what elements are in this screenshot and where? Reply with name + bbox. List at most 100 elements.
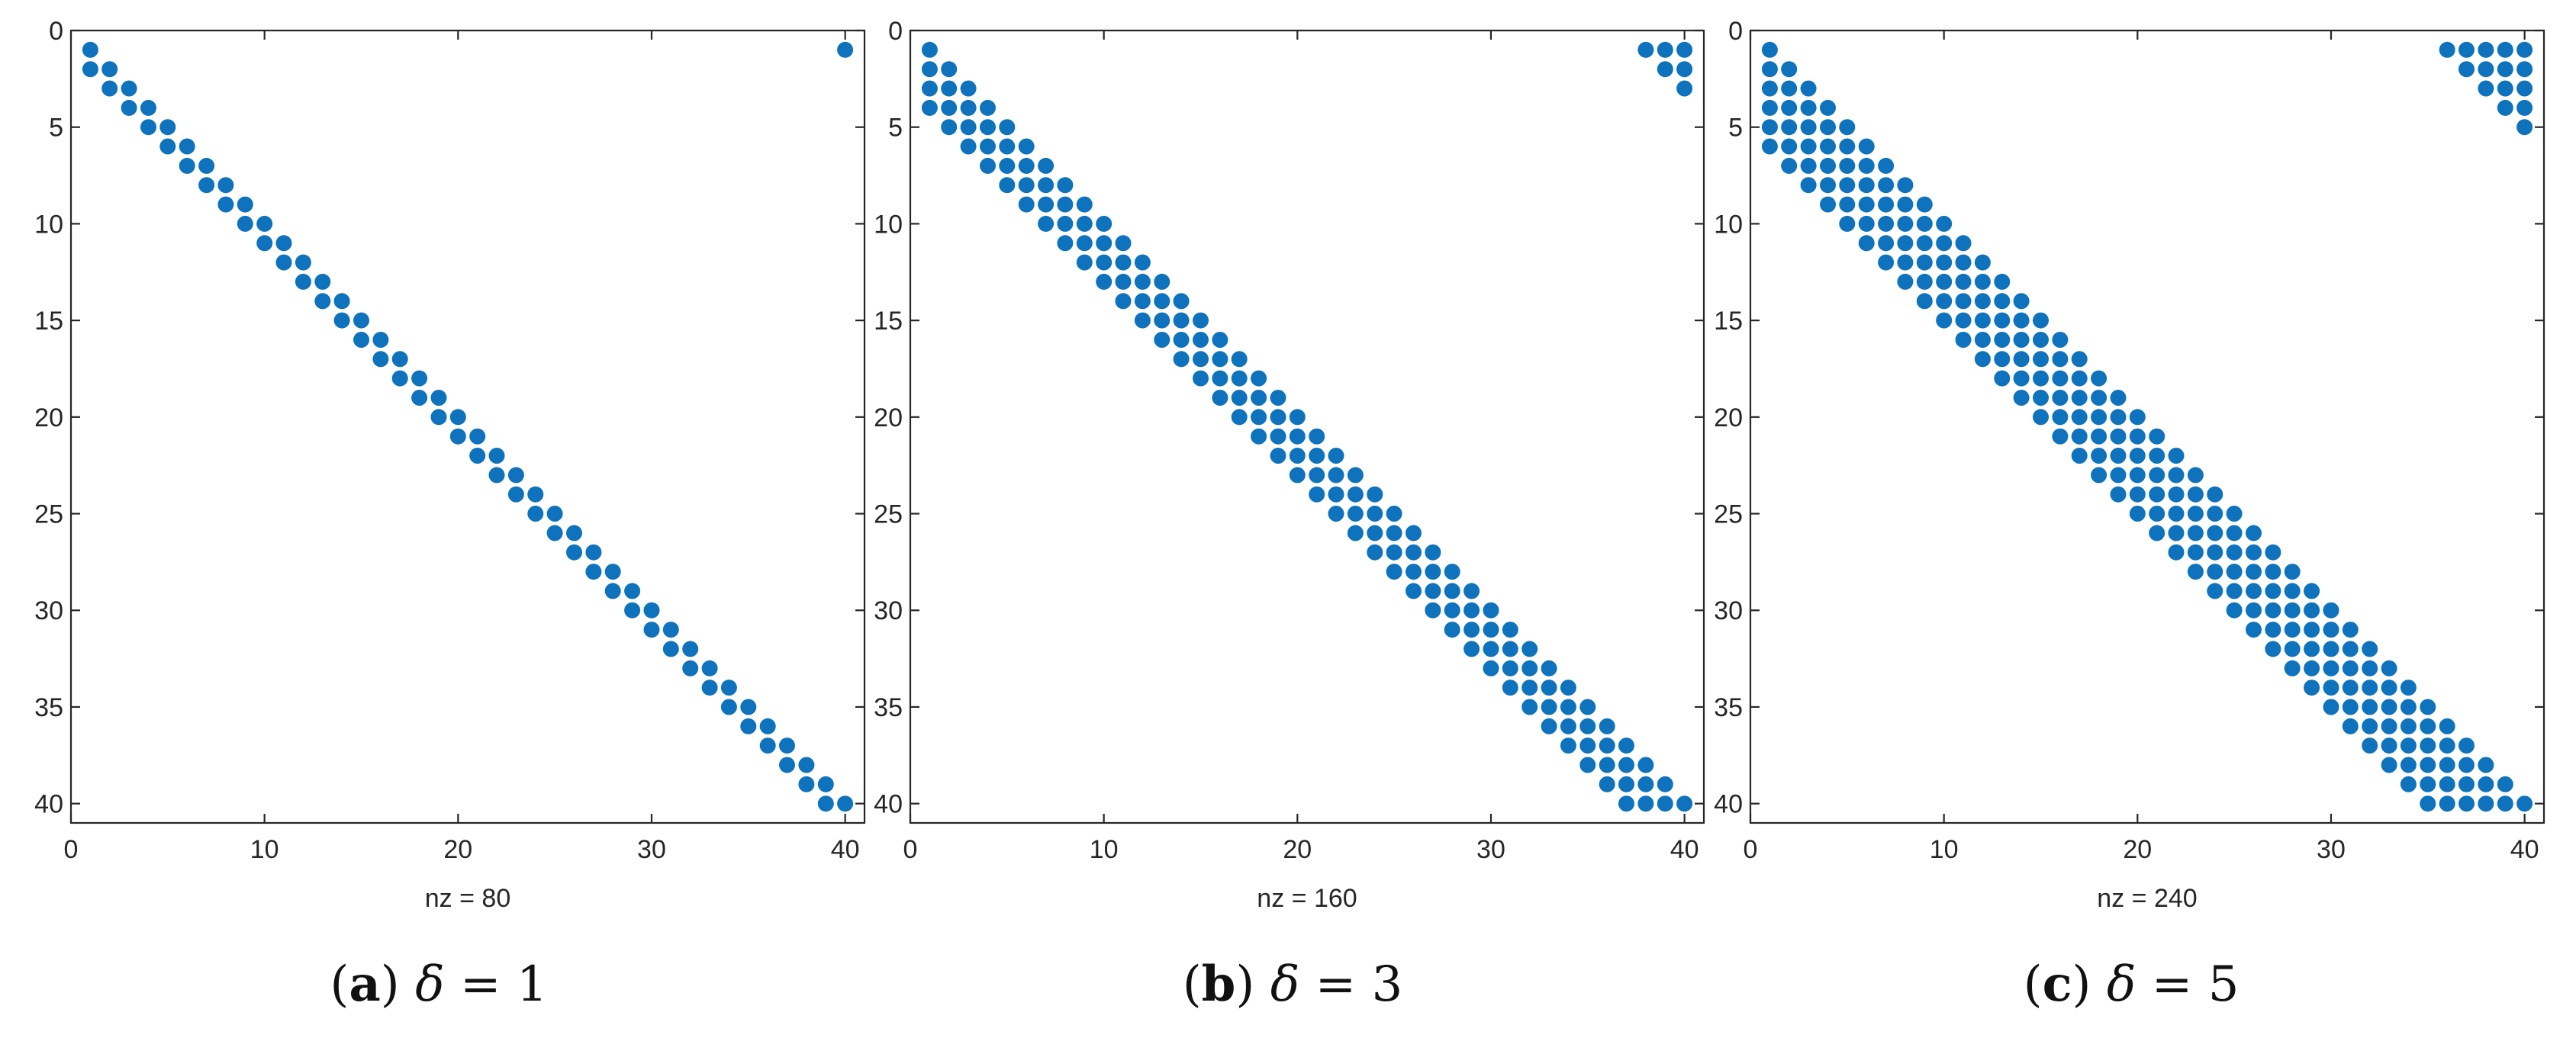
nonzero-marker bbox=[295, 254, 311, 271]
nonzero-marker bbox=[1038, 177, 1055, 194]
nonzero-marker bbox=[1916, 215, 1933, 232]
nonzero-marker bbox=[999, 119, 1016, 136]
nonzero-marker bbox=[2497, 41, 2513, 58]
nonzero-marker bbox=[1134, 273, 1151, 290]
nonzero-marker bbox=[1154, 293, 1170, 310]
y-tick-label: 0 bbox=[888, 17, 903, 46]
x-tick-label: 40 bbox=[1670, 835, 1699, 864]
nonzero-marker bbox=[2304, 622, 2320, 638]
nonzero-marker bbox=[2284, 660, 2301, 676]
y-tick-label: 5 bbox=[1728, 114, 1743, 143]
nonzero-marker bbox=[2342, 718, 2359, 734]
nonzero-marker bbox=[1541, 718, 1557, 734]
nonzero-marker bbox=[2033, 332, 2049, 348]
nonzero-marker bbox=[2304, 583, 2320, 599]
nonzero-marker bbox=[2362, 738, 2378, 754]
axes-frame bbox=[1749, 29, 2545, 824]
nonzero-marker bbox=[2439, 776, 2455, 792]
nonzero-marker bbox=[759, 718, 776, 734]
nonzero-marker bbox=[1502, 680, 1518, 696]
nonzero-marker bbox=[921, 61, 938, 78]
nonzero-marker bbox=[2013, 293, 2030, 310]
nonzero-marker bbox=[2226, 544, 2243, 561]
nonzero-marker bbox=[980, 138, 996, 155]
nonzero-marker bbox=[527, 506, 544, 522]
nonzero-marker bbox=[256, 215, 273, 232]
nonzero-marker bbox=[1057, 196, 1074, 213]
nonzero-marker bbox=[1761, 119, 1778, 136]
nonzero-marker bbox=[159, 119, 176, 136]
x-tick-label: 20 bbox=[2123, 835, 2152, 864]
nonzero-marker bbox=[1347, 467, 1364, 484]
nonzero-marker bbox=[2246, 622, 2262, 638]
nonzero-marker bbox=[1781, 119, 1798, 136]
nonzero-marker bbox=[643, 602, 660, 619]
nonzero-marker bbox=[2400, 699, 2417, 715]
nonzero-marker bbox=[2342, 622, 2359, 638]
nonzero-marker bbox=[1212, 332, 1228, 348]
nonzero-marker bbox=[2207, 486, 2223, 503]
nonzero-marker bbox=[2265, 602, 2281, 619]
nonzero-marker bbox=[980, 99, 996, 116]
nonzero-marker bbox=[2110, 409, 2127, 426]
nonzero-marker bbox=[1521, 699, 1538, 715]
nonzero-marker bbox=[1328, 467, 1344, 484]
nonzero-marker bbox=[2516, 80, 2533, 97]
nonzero-marker bbox=[1974, 254, 1991, 271]
nonzero-marker bbox=[2497, 795, 2513, 812]
nonzero-marker bbox=[1974, 332, 1991, 348]
nonzero-marker bbox=[2071, 428, 2088, 445]
nonzero-marker bbox=[1483, 641, 1499, 657]
nonzero-marker bbox=[960, 119, 977, 136]
nonzero-marker bbox=[2284, 622, 2301, 638]
nonzero-marker bbox=[411, 370, 428, 387]
nonzero-marker bbox=[2052, 428, 2069, 445]
nonzero-marker bbox=[604, 564, 621, 580]
nonzero-marker bbox=[1425, 564, 1441, 580]
caption-delta-symbol: δ bbox=[1270, 956, 1300, 1013]
nonzero-marker bbox=[1193, 332, 1209, 348]
nonzero-marker bbox=[2497, 99, 2513, 116]
nonzero-marker bbox=[1444, 583, 1460, 599]
nonzero-marker bbox=[1057, 235, 1074, 252]
nonzero-marker bbox=[1076, 196, 1093, 213]
nonzero-marker bbox=[2478, 776, 2494, 792]
nonzero-marker bbox=[1502, 660, 1518, 676]
nonzero-marker bbox=[1878, 196, 1895, 213]
nonzero-marker bbox=[2420, 699, 2436, 715]
nonzero-marker bbox=[1444, 622, 1460, 638]
nonzero-marker bbox=[2110, 467, 2127, 484]
nonzero-marker bbox=[1076, 254, 1093, 271]
nonzero-marker bbox=[2129, 486, 2146, 503]
nonzero-marker bbox=[2265, 583, 2281, 599]
nonzero-marker bbox=[1916, 273, 1933, 290]
nonzero-marker bbox=[1425, 583, 1441, 599]
x-tick-label: 0 bbox=[903, 835, 918, 864]
caption-letter: a bbox=[349, 956, 380, 1013]
y-tick-label: 10 bbox=[874, 210, 903, 239]
nonzero-marker bbox=[1761, 80, 1778, 97]
nonzero-marker bbox=[1076, 215, 1093, 232]
nonzero-marker bbox=[507, 467, 524, 484]
nonzero-marker bbox=[682, 660, 699, 676]
nonzero-marker bbox=[1463, 602, 1480, 619]
nonzero-marker bbox=[2381, 680, 2397, 696]
nonzero-marker bbox=[1897, 177, 1914, 194]
nonzero-marker bbox=[1618, 795, 1634, 812]
nonzero-marker bbox=[1154, 312, 1170, 329]
nonzero-marker bbox=[1936, 254, 1953, 271]
nonzero-marker bbox=[1096, 235, 1113, 252]
nonzero-marker bbox=[1406, 544, 1422, 561]
nonzero-marker bbox=[2323, 622, 2339, 638]
nonzero-marker bbox=[798, 757, 815, 773]
nonzero-marker bbox=[662, 622, 679, 638]
nonzero-marker bbox=[2110, 390, 2127, 406]
caption-paren-close: ) bbox=[2072, 956, 2107, 1013]
nonzero-marker bbox=[546, 525, 563, 541]
nonzero-marker bbox=[217, 196, 234, 213]
x-axis-label: nz = 160 bbox=[1257, 884, 1357, 913]
nonzero-marker bbox=[1599, 738, 1615, 754]
nonzero-marker bbox=[1521, 660, 1538, 676]
